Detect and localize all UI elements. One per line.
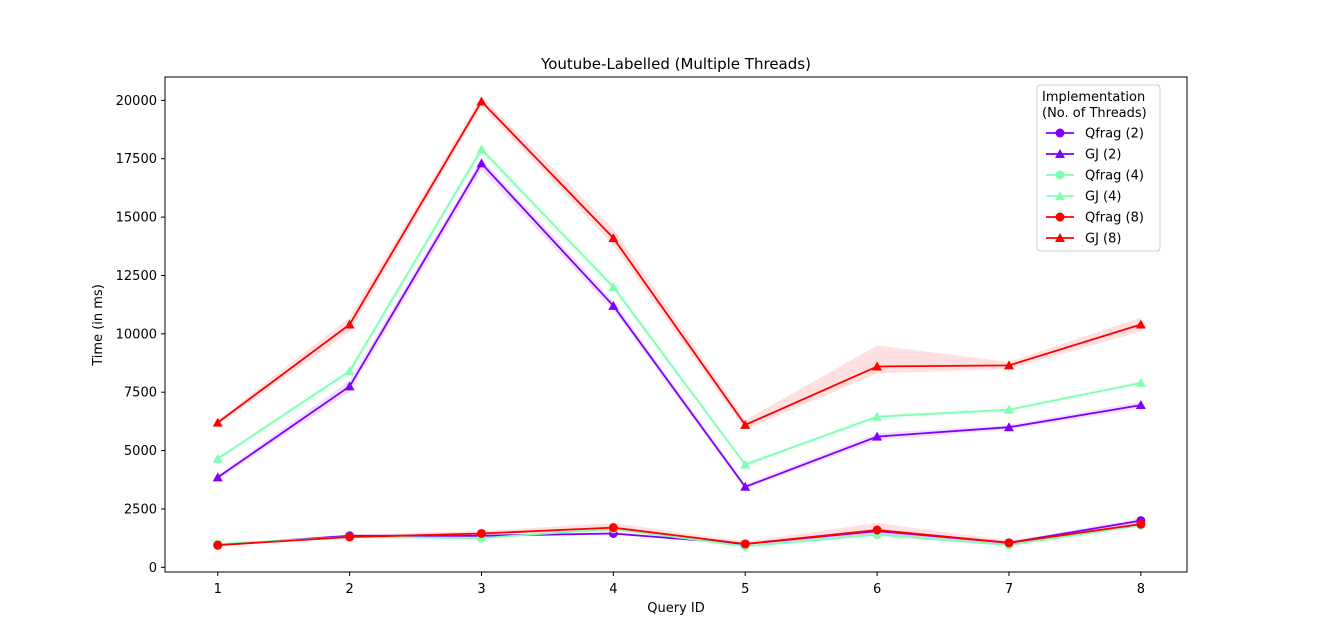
- x-tick-label: 8: [1137, 582, 1145, 597]
- x-axis: 1 2 3 4 5 6 7 8: [214, 572, 1145, 597]
- legend-label: GJ (4): [1085, 190, 1121, 205]
- confidence-bands: [217, 96, 1141, 548]
- point-gj-4-q4: [608, 282, 619, 292]
- legend-triangle-marker: [1055, 191, 1065, 200]
- point-gj-8-q6: [872, 361, 883, 371]
- point-gj-4-q7: [1003, 404, 1014, 414]
- point-gj-4-q3: [476, 144, 487, 154]
- legend-label: GJ (2): [1085, 148, 1121, 163]
- point-gj-4-q5: [740, 459, 751, 469]
- legend-items: Qfrag (2) GJ (2) Qfrag (4) GJ (4) Qfrag (8) G…: [1046, 127, 1144, 247]
- point-gj-2-q8: [1135, 400, 1146, 410]
- point-gj-8-q8: [1135, 319, 1146, 329]
- legend-title-line2: (No. of Threads): [1042, 106, 1147, 121]
- point-gj-2-q3: [476, 158, 487, 168]
- y-tick-label: 0: [149, 561, 157, 576]
- chart-title: Youtube-Labelled (Multiple Threads): [540, 55, 811, 73]
- y-tick-label: 7500: [124, 386, 157, 401]
- legend-label: Qfrag (8): [1085, 211, 1144, 226]
- band-gj-4: [217, 144, 1141, 467]
- x-axis-label: Query ID: [647, 601, 704, 616]
- x-tick-label: 4: [609, 582, 617, 597]
- point-qfrag-8-q7: [1004, 538, 1014, 548]
- point-gj-8-q1: [212, 417, 223, 427]
- line-gj-4: [217, 147, 1141, 466]
- y-axis-label: Time (in ms): [91, 284, 106, 367]
- legend-circle-marker: [1055, 170, 1065, 180]
- x-tick-label: 6: [873, 582, 881, 597]
- point-qfrag-8-q6: [872, 525, 882, 535]
- y-tick-label: 2500: [124, 502, 157, 517]
- y-tick-label: 20000: [116, 94, 157, 109]
- point-gj-8-q3: [476, 96, 487, 106]
- x-tick-label: 3: [477, 582, 485, 597]
- legend-item-qfrag-8: Qfrag (8): [1046, 211, 1144, 226]
- point-qfrag-8-q8: [1136, 519, 1146, 529]
- point-gj-4-q6: [872, 411, 883, 421]
- point-gj-2-q6: [872, 431, 883, 441]
- point-gj-2-q1: [212, 472, 223, 482]
- legend: Implementation (No. of Threads) Qfrag (2…: [1036, 84, 1161, 252]
- point-qfrag-8-q4: [608, 523, 618, 533]
- y-tick-label: 10000: [116, 327, 157, 342]
- point-gj-8-q5: [740, 419, 751, 429]
- legend-item-gj-4: GJ (4): [1046, 190, 1121, 205]
- y-tick-label: 12500: [116, 269, 157, 284]
- point-gj-2-q2: [344, 381, 355, 391]
- legend-item-qfrag-4: Qfrag (4): [1046, 169, 1144, 184]
- point-gj-8-q4: [608, 233, 619, 243]
- point-gj-8-q7: [1003, 360, 1014, 370]
- point-gj-2-q4: [608, 300, 619, 310]
- legend-triangle-marker: [1055, 233, 1065, 242]
- point-gj-4-q8: [1135, 377, 1146, 387]
- band-qfrag-8: [217, 521, 1141, 547]
- band-gj-2: [217, 158, 1141, 490]
- line-qfrag-8: [217, 523, 1141, 546]
- legend-circle-marker: [1055, 128, 1065, 138]
- y-tick-label: 17500: [116, 152, 157, 167]
- point-qfrag-8-q1: [213, 540, 223, 550]
- point-gj-4-q1: [212, 453, 223, 463]
- x-tick-label: 2: [345, 582, 353, 597]
- point-gj-8-q2: [344, 319, 355, 329]
- legend-item-qfrag-2: Qfrag (2): [1046, 127, 1144, 142]
- legend-box: [1036, 84, 1161, 252]
- x-tick-label: 1: [214, 582, 222, 597]
- y-tick-label: 5000: [124, 444, 157, 459]
- y-tick-label: 15000: [116, 211, 157, 226]
- legend-label: Qfrag (2): [1085, 127, 1144, 142]
- legend-triangle-marker: [1055, 149, 1065, 158]
- point-gj-4-q2: [344, 366, 355, 376]
- point-qfrag-8-q3: [476, 528, 486, 538]
- legend-title-line1: Implementation: [1042, 90, 1145, 105]
- line-gj-2: [217, 161, 1141, 488]
- x-tick-label: 7: [1005, 582, 1013, 597]
- point-gj-2-q7: [1003, 422, 1014, 432]
- point-qfrag-8-q2: [345, 532, 355, 542]
- x-tick-label: 5: [741, 582, 749, 597]
- point-qfrag-8-q5: [740, 539, 750, 549]
- series-lines: [217, 100, 1142, 548]
- plot-frame: [164, 76, 1188, 573]
- legend-label: Qfrag (4): [1085, 169, 1144, 184]
- line-gj-8: [217, 100, 1142, 427]
- legend-item-gj-2: GJ (2): [1046, 148, 1121, 163]
- y-axis: 0 2500 5000 7500 10000 12500 15000 17500 20000: [116, 94, 165, 576]
- point-gj-2-q5: [740, 481, 751, 491]
- legend-circle-marker: [1055, 212, 1065, 222]
- series-markers: [212, 96, 1146, 551]
- legend-item-gj-8: GJ (8): [1046, 232, 1121, 247]
- legend-label: GJ (8): [1085, 232, 1121, 247]
